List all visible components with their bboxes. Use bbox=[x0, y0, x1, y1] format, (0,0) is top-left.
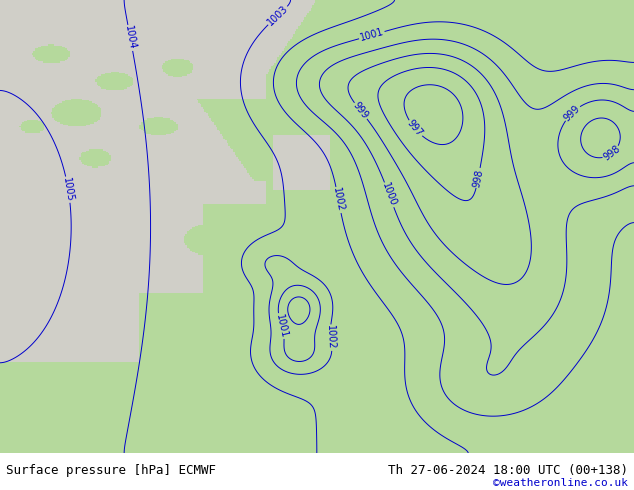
Text: 1003: 1003 bbox=[266, 3, 290, 27]
Text: 998: 998 bbox=[472, 168, 485, 188]
Text: 999: 999 bbox=[562, 103, 582, 123]
Text: 1004: 1004 bbox=[123, 25, 138, 51]
Text: 1001: 1001 bbox=[274, 313, 289, 339]
Text: 997: 997 bbox=[405, 118, 425, 139]
Text: 1002: 1002 bbox=[331, 187, 346, 213]
Text: 1000: 1000 bbox=[380, 182, 398, 208]
Text: Th 27-06-2024 18:00 UTC (00+138): Th 27-06-2024 18:00 UTC (00+138) bbox=[387, 465, 628, 477]
Text: ©weatheronline.co.uk: ©weatheronline.co.uk bbox=[493, 478, 628, 488]
Text: 998: 998 bbox=[602, 144, 622, 163]
Text: 1001: 1001 bbox=[359, 27, 385, 43]
Text: 999: 999 bbox=[351, 100, 370, 121]
Text: 1002: 1002 bbox=[325, 325, 336, 350]
Text: 1005: 1005 bbox=[61, 177, 75, 202]
Text: Surface pressure [hPa] ECMWF: Surface pressure [hPa] ECMWF bbox=[6, 465, 216, 477]
